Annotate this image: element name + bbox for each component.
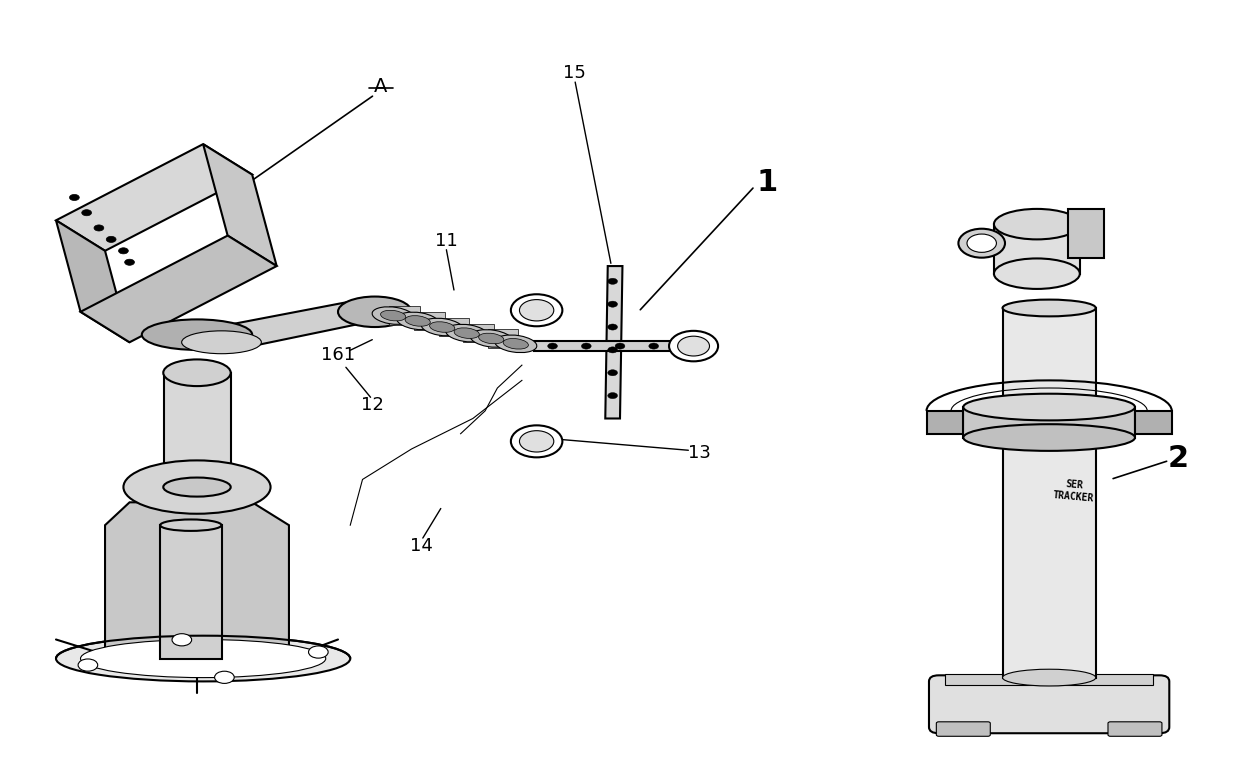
Polygon shape bbox=[963, 407, 1135, 438]
Circle shape bbox=[125, 259, 134, 265]
Polygon shape bbox=[605, 266, 622, 418]
Polygon shape bbox=[105, 502, 289, 659]
Ellipse shape bbox=[141, 320, 252, 350]
Ellipse shape bbox=[520, 431, 554, 452]
Ellipse shape bbox=[495, 335, 537, 352]
Text: 13: 13 bbox=[688, 444, 711, 462]
Ellipse shape bbox=[967, 234, 997, 252]
Text: 2: 2 bbox=[1167, 444, 1188, 473]
Polygon shape bbox=[56, 220, 129, 342]
Ellipse shape bbox=[994, 209, 1080, 239]
FancyBboxPatch shape bbox=[160, 525, 222, 659]
Ellipse shape bbox=[397, 312, 439, 330]
FancyBboxPatch shape bbox=[414, 312, 445, 330]
Text: SER
TRACKER: SER TRACKER bbox=[1053, 478, 1095, 504]
Text: 1: 1 bbox=[756, 168, 777, 197]
Ellipse shape bbox=[164, 477, 231, 497]
Text: 161: 161 bbox=[321, 346, 355, 364]
Ellipse shape bbox=[445, 324, 487, 342]
Text: A: A bbox=[374, 78, 388, 96]
Ellipse shape bbox=[182, 331, 262, 354]
Circle shape bbox=[94, 225, 104, 231]
Text: 12: 12 bbox=[361, 396, 383, 414]
Polygon shape bbox=[81, 236, 277, 342]
Ellipse shape bbox=[994, 258, 1080, 289]
Text: 14: 14 bbox=[410, 537, 433, 555]
Circle shape bbox=[582, 343, 591, 349]
Ellipse shape bbox=[124, 460, 270, 514]
Circle shape bbox=[119, 248, 128, 254]
Ellipse shape bbox=[511, 294, 563, 326]
Polygon shape bbox=[197, 300, 399, 346]
Ellipse shape bbox=[56, 636, 350, 681]
Circle shape bbox=[608, 393, 618, 399]
Ellipse shape bbox=[520, 300, 554, 321]
Ellipse shape bbox=[963, 393, 1135, 421]
Ellipse shape bbox=[503, 338, 528, 349]
FancyBboxPatch shape bbox=[1109, 722, 1162, 736]
Circle shape bbox=[309, 646, 329, 658]
Circle shape bbox=[608, 369, 618, 376]
Polygon shape bbox=[1003, 308, 1096, 677]
FancyBboxPatch shape bbox=[936, 722, 991, 736]
Ellipse shape bbox=[670, 331, 718, 362]
Ellipse shape bbox=[511, 425, 563, 457]
Circle shape bbox=[682, 343, 692, 349]
Ellipse shape bbox=[479, 333, 503, 344]
Ellipse shape bbox=[429, 322, 455, 332]
Ellipse shape bbox=[1003, 300, 1096, 317]
Polygon shape bbox=[164, 372, 232, 487]
Ellipse shape bbox=[339, 296, 412, 327]
Ellipse shape bbox=[454, 327, 480, 338]
Circle shape bbox=[608, 324, 618, 330]
Ellipse shape bbox=[1003, 669, 1096, 686]
FancyBboxPatch shape bbox=[439, 318, 469, 336]
Ellipse shape bbox=[963, 424, 1135, 451]
Circle shape bbox=[215, 671, 234, 684]
Circle shape bbox=[615, 343, 625, 349]
Circle shape bbox=[78, 659, 98, 671]
Ellipse shape bbox=[372, 307, 414, 324]
Polygon shape bbox=[1135, 411, 1172, 434]
Text: 11: 11 bbox=[434, 232, 458, 250]
Circle shape bbox=[649, 343, 658, 349]
Ellipse shape bbox=[81, 639, 326, 677]
Ellipse shape bbox=[422, 318, 464, 336]
Circle shape bbox=[608, 301, 618, 307]
FancyBboxPatch shape bbox=[929, 675, 1169, 733]
Polygon shape bbox=[926, 411, 963, 434]
Polygon shape bbox=[994, 224, 1080, 274]
Polygon shape bbox=[534, 341, 699, 352]
FancyBboxPatch shape bbox=[945, 674, 1153, 685]
Ellipse shape bbox=[381, 310, 405, 321]
Ellipse shape bbox=[677, 336, 709, 356]
Circle shape bbox=[172, 634, 192, 646]
Ellipse shape bbox=[160, 519, 222, 531]
Circle shape bbox=[608, 347, 618, 353]
Circle shape bbox=[82, 210, 92, 216]
Polygon shape bbox=[203, 144, 277, 266]
FancyBboxPatch shape bbox=[463, 324, 494, 342]
Circle shape bbox=[548, 343, 558, 349]
Ellipse shape bbox=[470, 330, 512, 348]
FancyBboxPatch shape bbox=[389, 307, 420, 324]
Circle shape bbox=[608, 279, 618, 284]
Ellipse shape bbox=[405, 316, 430, 326]
FancyBboxPatch shape bbox=[487, 329, 518, 348]
Circle shape bbox=[107, 237, 117, 242]
Text: 15: 15 bbox=[563, 64, 587, 82]
Polygon shape bbox=[1068, 209, 1105, 258]
Ellipse shape bbox=[164, 359, 231, 386]
Ellipse shape bbox=[959, 229, 1004, 258]
Polygon shape bbox=[56, 144, 252, 251]
Circle shape bbox=[69, 195, 79, 200]
